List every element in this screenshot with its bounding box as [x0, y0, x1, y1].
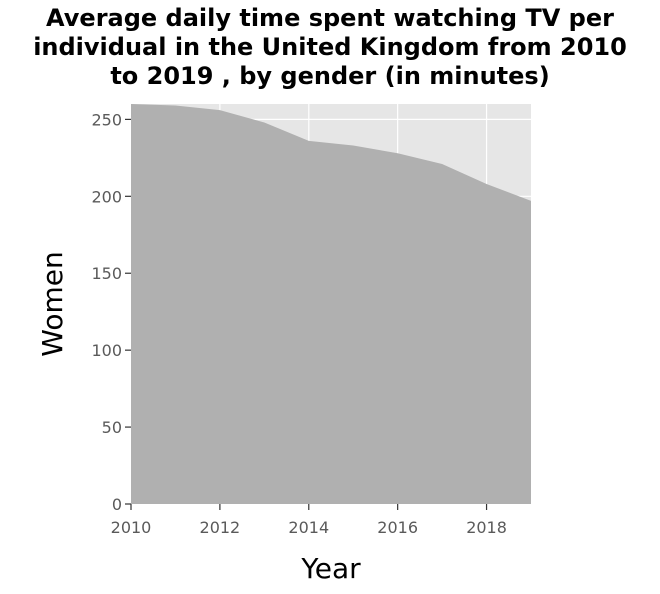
x-tick-label-2018: 2018 [466, 518, 507, 537]
y-tick-label-150: 150 [91, 264, 122, 283]
y-axis-title: Women [36, 251, 69, 356]
chart-title-line-2: individual in the United Kingdom from 20… [33, 33, 627, 61]
x-tick-label-2012: 2012 [200, 518, 241, 537]
area-series-0 [131, 104, 531, 504]
chart-title-line-1: Average daily time spent watching TV per [46, 4, 614, 32]
chart-title: Average daily time spent watching TV per… [0, 4, 660, 91]
axes: 0 50 100 150 200 250 2010 2012 2014 2016 2018 [91, 110, 506, 537]
y-tick-label-0: 0 [112, 495, 122, 514]
x-tick-label-2014: 2014 [288, 518, 329, 537]
series-marks [131, 104, 531, 504]
y-tick-label-100: 100 [91, 341, 122, 360]
y-tick-label-50: 50 [102, 418, 122, 437]
chart-title-line-3: to 2019 , by gender (in minutes) [110, 62, 550, 90]
y-tick-label-200: 200 [91, 187, 122, 206]
x-tick-label-2010: 2010 [111, 518, 152, 537]
x-axis-title: Year [300, 552, 361, 585]
x-tick-label-2016: 2016 [377, 518, 418, 537]
y-tick-label-250: 250 [91, 110, 122, 129]
